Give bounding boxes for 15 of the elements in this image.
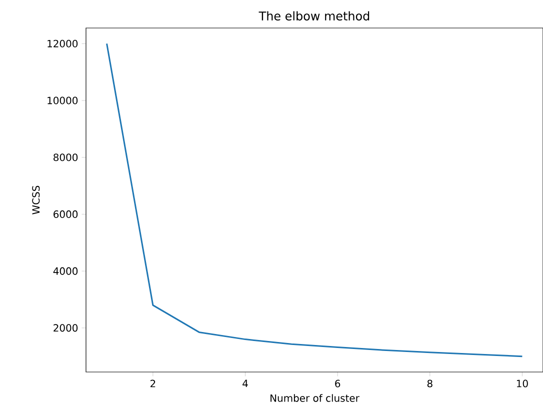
x-tick-label: 10: [516, 380, 528, 388]
y-tick-label: 4000: [53, 267, 78, 275]
x-tick-label: 6: [335, 380, 340, 388]
x-tick-label: 4: [242, 380, 248, 388]
y-tick-label: 6000: [54, 210, 78, 218]
x-tick-label: 8: [427, 380, 432, 388]
y-tick-label: 2000: [54, 324, 78, 332]
y-axis-title: WCSS: [32, 186, 40, 214]
line-series: [106, 42, 523, 358]
x-tick-label: 2: [150, 380, 156, 388]
y-tick-label: 10000: [48, 96, 78, 104]
y-tick-label: 12000: [48, 40, 78, 48]
chart-title: The elbow method: [258, 11, 370, 20]
y-tick-label: 8000: [54, 154, 78, 162]
x-axis-title: Number of cluster: [270, 394, 360, 402]
